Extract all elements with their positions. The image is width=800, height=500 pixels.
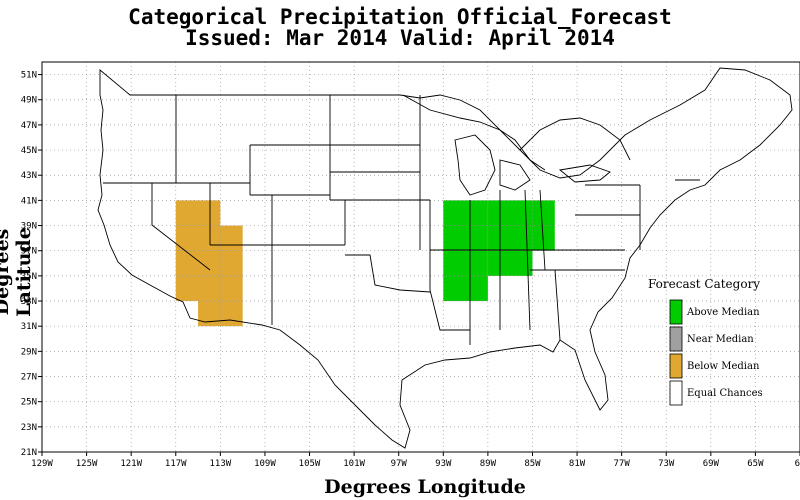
x-tick-label: 97W [391, 459, 408, 469]
y-tick-label: 39N [21, 222, 37, 232]
x-tick-label: 89W [480, 459, 497, 469]
y-tick-label: 51N [21, 71, 37, 81]
forecast-regions [175, 200, 555, 327]
legend-label: Equal Chances [687, 388, 763, 399]
y-tick-label: 33N [21, 297, 37, 307]
x-tick-label: 69W [703, 459, 720, 469]
plot-frame [41, 61, 800, 453]
forecast-region-4 [487, 200, 533, 276]
y-tick-label: 45N [21, 146, 37, 156]
x-tick-label: 109W [254, 459, 276, 469]
y-tick-label: 31N [21, 322, 37, 332]
y-tick-label: 27N [21, 373, 37, 383]
y-tick-label: 23N [21, 423, 37, 433]
x-tick-label: 117W [165, 459, 187, 469]
legend-label: Above Median [686, 307, 760, 318]
y-tick-label: 41N [21, 196, 37, 206]
legend-swatch [669, 353, 683, 379]
x-tick-label: 81W [569, 459, 586, 469]
x-tick-label: 93W [435, 459, 452, 469]
legend-label: Below Median [687, 361, 760, 372]
y-tick-labels: 51N 49N 47N 45N 43N 41N 39N 37N 35N 33N 31N 29N 27N 2… [21, 71, 42, 458]
legend-label: Near Median [687, 334, 754, 345]
y-tick-label: 21N [21, 448, 37, 458]
map-title: Categorical Precipitation Official_Forec… [128, 5, 672, 29]
x-tick-label: 101W [343, 459, 365, 469]
forecast-region-2 [198, 225, 243, 327]
y-tick-label: 25N [21, 398, 37, 408]
y-tick-label: 37N [21, 247, 37, 257]
x-tick-label: 129W [31, 459, 53, 469]
legend-swatch [669, 380, 683, 406]
x-tick-label: 121W [120, 459, 142, 469]
map-subtitle: Issued: Mar 2014 Valid: April 2014 [185, 26, 615, 50]
y-tick-label: 49N [21, 96, 37, 106]
y-tick-label: 43N [21, 171, 37, 181]
x-tick-label: 125W [76, 459, 98, 469]
x-tick-label: 65W [747, 459, 764, 469]
x-tick-labels: 129W 125W 121W 117W 113W 109W 105W 101W 97W 93W 89… [31, 452, 800, 469]
y-tick-label: 35N [21, 272, 37, 282]
us-outline [97, 67, 793, 449]
x-tick-label: 61 [795, 459, 800, 469]
y-tick-label: 47N [21, 121, 37, 131]
legend-swatch [669, 326, 683, 352]
y-axis-title: Degrees Latitude [0, 227, 35, 317]
legend: Forecast Category Above Median Near Media… [648, 277, 763, 406]
legend-swatch [669, 299, 683, 325]
x-tick-label: 77W [614, 459, 631, 469]
x-tick-label: 73W [658, 459, 675, 469]
x-tick-label: 113W [210, 459, 232, 469]
us-state-boundaries [97, 67, 793, 449]
x-tick-label: 105W [299, 459, 321, 469]
y-tick-label: 29N [21, 347, 37, 357]
legend-title: Forecast Category [648, 277, 760, 291]
forecast-region-5 [532, 200, 555, 251]
x-tick-label: 85W [524, 459, 541, 469]
forecast-region-3 [443, 200, 488, 302]
x-axis-title: Degrees Longitude [324, 476, 526, 498]
